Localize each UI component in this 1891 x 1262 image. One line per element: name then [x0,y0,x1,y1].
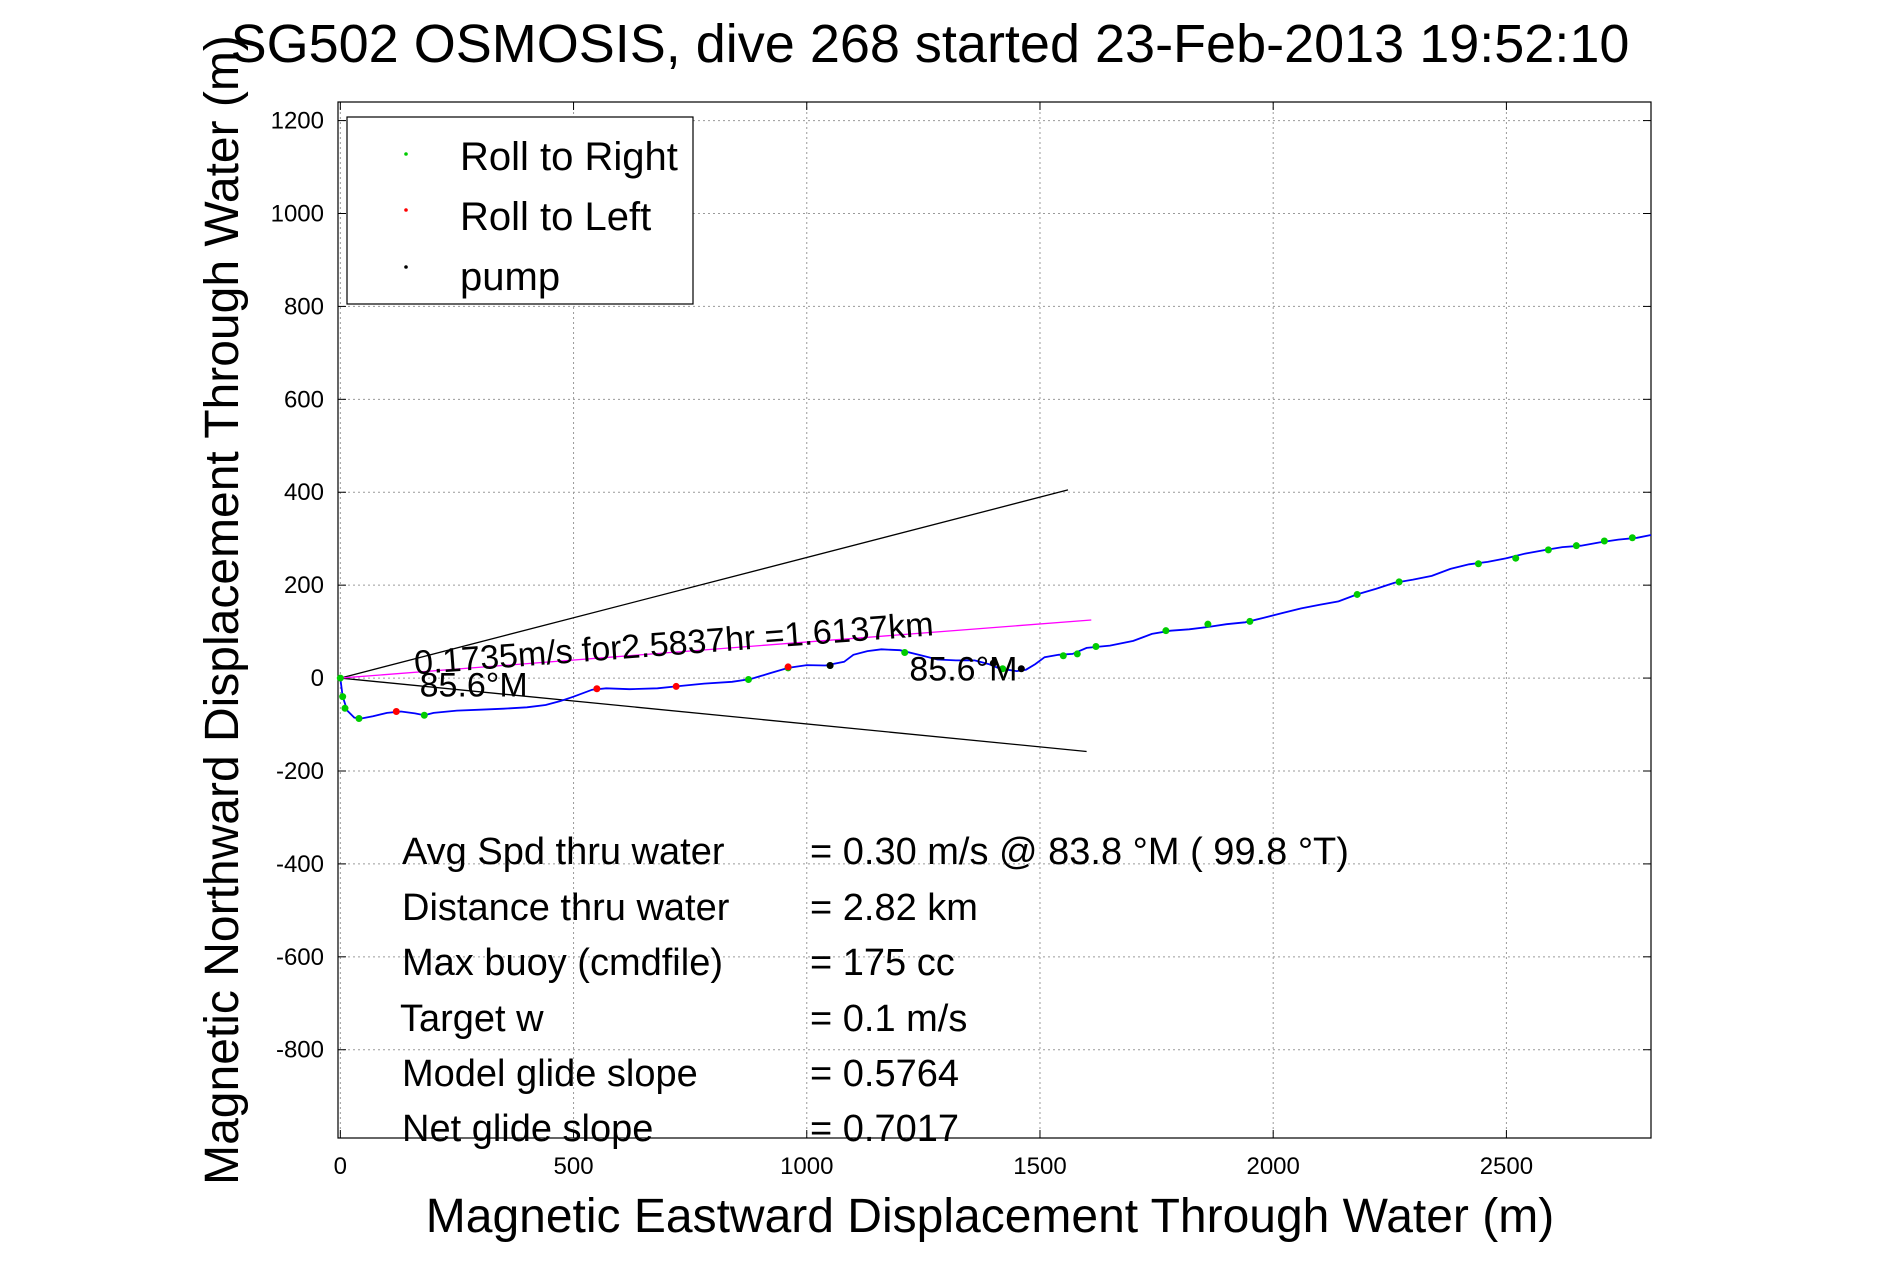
y-tick-label: 400 [284,479,324,506]
point-roll-to-right [1544,546,1552,554]
grid-lines [338,102,1651,1138]
point-roll-to-right [355,714,363,722]
reference-line-lower_bound [340,677,1087,753]
point-roll-to-right [1353,590,1361,598]
point-roll-to-right [1204,620,1212,628]
annotation-2: 85.6°M [909,650,1017,688]
reference-line-course [340,619,1092,679]
legend-label-pump: pump [460,255,560,299]
y-axis-label: Magnetic Northward Displacement Through … [196,35,249,1185]
x-tick-label: 1500 [1013,1153,1066,1180]
stat-value-net-glide: = 0.7017 [810,1108,959,1150]
x-tick-label: 1000 [780,1153,833,1180]
stat-label-distance: Distance thru water [402,887,730,929]
stat-value-max-buoy: = 175 cc [810,942,955,984]
stat-value-model-glide: = 0.5764 [810,1053,959,1095]
point-roll-to-right [1162,627,1170,635]
y-tick-label: 1000 [271,200,324,227]
x-axis-label: Magnetic Eastward Displacement Through W… [426,1190,1554,1243]
point-roll-to-right [901,649,909,657]
y-tick-label: -400 [276,851,324,878]
chart-title: SG502 OSMOSIS, dive 268 started 23-Feb-2… [231,14,1630,74]
y-tick-label: 1200 [271,108,324,135]
point-roll-to-right [1246,617,1254,625]
stat-label-target-w: Target w [400,998,544,1040]
point-roll-to-right [1600,537,1608,545]
point-roll-to-right [1628,534,1636,542]
point-roll-to-left [672,682,680,690]
stat-label-max-buoy: Max buoy (cmdfile) [402,942,723,984]
legend-marker-roll-right [404,152,408,156]
point-roll-to-right [1512,554,1520,562]
point-roll-to-right [339,693,347,701]
stat-value-distance: = 2.82 km [810,887,978,929]
point-roll-to-right [1572,542,1580,550]
point-roll-to-right [1059,652,1067,660]
y-tick-label: 600 [284,386,324,413]
point-roll-to-right [336,674,344,682]
point-roll-to-left [784,663,792,671]
reference-line-upper_bound [340,489,1069,679]
point-roll-to-right [1395,578,1403,586]
plot-frame [337,101,1652,1139]
legend-marker-pump [404,265,408,269]
point-roll-to-left [392,708,400,716]
point-roll-to-right [999,665,1007,673]
x-tick-label: 0 [334,1153,347,1180]
point-pump [826,662,834,670]
stat-label-net-glide: Net glide slope [402,1108,653,1150]
stats-block: Avg Spd thru water = 0.30 m/s @ 83.8 °M … [400,831,1349,1150]
point-roll-to-right [744,675,752,683]
axis-ticks: 0 500 1000 1500 2000 2500 -800 -600 -400 -200 0 200… [271,102,1651,1180]
stat-label-model-glide: Model glide slope [402,1053,698,1095]
y-tick-label: 200 [284,572,324,599]
point-roll-to-left [593,685,601,693]
annotation-1: 85.6°M [420,667,528,705]
y-tick-label: -800 [276,1037,324,1064]
legend-label-roll-left: Roll to Left [460,195,651,239]
y-tick-label: 0 [311,665,324,692]
legend-label-roll-right: Roll to Right [460,135,678,179]
point-roll-to-right [341,704,349,712]
legend: Roll to Right Roll to Left pump [346,116,694,305]
legend-marker-roll-left [404,208,408,212]
x-tick-label: 500 [554,1153,594,1180]
stat-value-avg-speed: = 0.30 m/s @ 83.8 °M ( 99.8 °T) [810,831,1349,873]
series-group [336,534,1652,722]
y-tick-label: 800 [284,293,324,320]
x-tick-label: 2500 [1480,1153,1533,1180]
stat-value-target-w: = 0.1 m/s [810,998,967,1040]
series-line-track [339,534,1652,720]
point-roll-to-right [1073,650,1081,658]
y-tick-label: -600 [276,944,324,971]
point-pump [1017,665,1025,673]
point-roll-to-right [1092,642,1100,650]
point-roll-to-right [1474,560,1482,568]
x-tick-label: 2000 [1246,1153,1299,1180]
stat-label-avg-speed: Avg Spd thru water [402,831,725,873]
y-tick-label: -200 [276,758,324,785]
point-pump [989,659,997,667]
reference-lines [340,489,1092,753]
point-roll-to-right [420,711,428,719]
